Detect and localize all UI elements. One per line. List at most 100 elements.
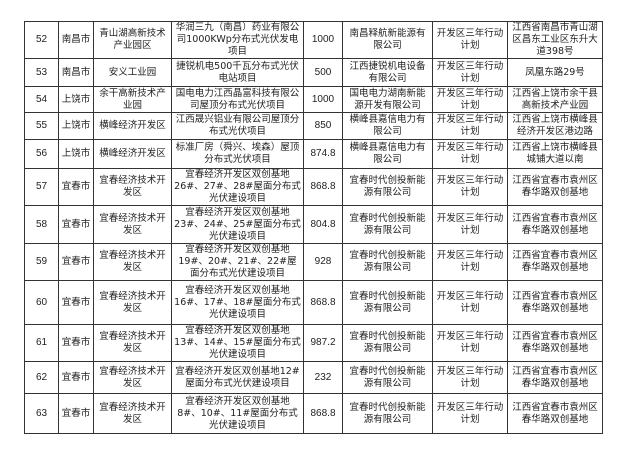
- cell-city: 宜春市: [58, 168, 94, 206]
- cell-category: 开发区三年行动计划: [432, 58, 508, 87]
- cell-company: 横峰县嘉信电力有限公司: [342, 112, 433, 140]
- cell-no: 61: [24, 324, 59, 362]
- cell-no: 59: [24, 243, 59, 281]
- cell-category: 开发区三年行动计划: [432, 393, 508, 434]
- cell-address: 江西省上饶市横峰县经济开发区港边路: [507, 112, 603, 140]
- cell-city: 宜春市: [58, 280, 94, 325]
- cell-address: 江西省宜春市袁州区春华路双创基地: [507, 205, 603, 244]
- cell-city: 南昌市: [58, 58, 94, 87]
- cell-city: 宜春市: [58, 205, 94, 244]
- cell-capacity: 804.8: [303, 205, 343, 244]
- cell-category: 开发区三年行动计划: [432, 361, 508, 394]
- cell-category: 开发区三年行动计划: [432, 86, 508, 113]
- cell-no: 58: [24, 205, 59, 244]
- table-row: 61 宜春市 宜春经济技术开发区 宜春经济开发区双创基地13#、14#、15#屋面分布…: [24, 324, 603, 362]
- cell-address: 江西省宜春市袁州区春华路双创基地: [507, 168, 603, 206]
- cell-category: 开发区三年行动计划: [432, 324, 508, 362]
- cell-address: 江西省上饶市余干县高新技术产业园: [507, 86, 603, 113]
- cell-park: 宜春经济技术开发区: [93, 280, 172, 325]
- cell-category: 开发区三年行动计划: [432, 21, 508, 59]
- table-row: 52 南昌市 青山湖高新技术产业园区 华润三九（南昌）药业有限公司1000KWp分布式…: [24, 21, 603, 59]
- cell-capacity: 874.8: [303, 139, 343, 169]
- cell-no: 53: [24, 58, 59, 87]
- table-row: 57 宜春市 宜春经济技术开发区 宜春经济开发区双创基地26#、27#、28#屋面分布…: [24, 168, 603, 206]
- cell-company: 宜春时代创投新能源有限公司: [342, 280, 433, 325]
- cell-category: 开发区三年行动计划: [432, 243, 508, 281]
- cell-address: 江西省南昌市青山湖区昌东工业区东升大道398号: [507, 21, 603, 59]
- cell-company: 江西捷锐机电设备有限公司: [342, 58, 433, 87]
- cell-project: 国电电力江西晶富科技有限公司屋顶分布式光伏项目: [171, 86, 304, 113]
- cell-address: 江西省上饶市横峰县城铺大道以南: [507, 139, 603, 169]
- cell-project: 捷锐机电500千瓦分布式光伏电站项目: [171, 58, 304, 87]
- cell-park: 余干高新技术产业园: [93, 86, 172, 113]
- cell-company: 横峰县嘉信电力有限公司: [342, 139, 433, 169]
- cell-project: 宜春经济开发区双创基地13#、14#、15#屋面分布式光伏建设项目: [171, 324, 304, 362]
- cell-company: 宜春时代创投新能源有限公司: [342, 205, 433, 244]
- cell-no: 54: [24, 86, 59, 113]
- cell-project: 标准厂房（舜兴、埃森）屋顶分布式光伏项目: [171, 139, 304, 169]
- cell-city: 南昌市: [58, 21, 94, 59]
- cell-capacity: 987.2: [303, 324, 343, 362]
- cell-city: 上饶市: [58, 86, 94, 113]
- cell-city: 宜春市: [58, 393, 94, 434]
- cell-city: 宜春市: [58, 324, 94, 362]
- cell-address: 江西省宜春市袁州区春华路双创基地: [507, 243, 603, 281]
- table-row: 53 南昌市 安义工业园 捷锐机电500千瓦分布式光伏电站项目 500 江西捷锐机电设备有…: [24, 58, 603, 87]
- table-row: 55 上饶市 横峰经济开发区 江西晟兴铝业有限公司屋顶分布式光伏项目 850 横峰县嘉信电…: [24, 112, 603, 140]
- cell-company: 宜春时代创投新能源有限公司: [342, 393, 433, 434]
- cell-park: 横峰经济开发区: [93, 139, 172, 169]
- cell-project: 华润三九（南昌）药业有限公司1000KWp分布式光伏发电项目: [171, 21, 304, 59]
- cell-address: 江西省宜春市袁州区春华路双创基地: [507, 324, 603, 362]
- cell-project: 江西晟兴铝业有限公司屋顶分布式光伏项目: [171, 112, 304, 140]
- cell-capacity: 500: [303, 58, 343, 87]
- cell-park: 宜春经济技术开发区: [93, 324, 172, 362]
- cell-capacity: 850: [303, 112, 343, 140]
- cell-city: 宜春市: [58, 361, 94, 394]
- cell-park: 宜春经济技术开发区: [93, 243, 172, 281]
- cell-address: 江西省宜春市袁州区春华路双创基地: [507, 361, 603, 394]
- cell-company: 宜春时代创投新能源有限公司: [342, 361, 433, 394]
- cell-company: 国电电力湖南新能源开发有限公司: [342, 86, 433, 113]
- cell-park: 宜春经济技术开发区: [93, 205, 172, 244]
- cell-company: 宜春时代创投新能源有限公司: [342, 243, 433, 281]
- cell-park: 安义工业园: [93, 58, 172, 87]
- cell-capacity: 1000: [303, 86, 343, 113]
- cell-category: 开发区三年行动计划: [432, 205, 508, 244]
- cell-park: 横峰经济开发区: [93, 112, 172, 140]
- cell-no: 60: [24, 280, 59, 325]
- cell-category: 开发区三年行动计划: [432, 112, 508, 140]
- cell-capacity: 868.8: [303, 168, 343, 206]
- cell-park: 青山湖高新技术产业园区: [93, 21, 172, 59]
- cell-no: 56: [24, 139, 59, 169]
- cell-city: 上饶市: [58, 112, 94, 140]
- cell-capacity: 232: [303, 361, 343, 394]
- cell-no: 55: [24, 112, 59, 140]
- cell-project: 宜春经济开发区双创基地12#屋面分布式光伏建设项目: [171, 361, 304, 394]
- cell-no: 57: [24, 168, 59, 206]
- cell-no: 62: [24, 361, 59, 394]
- cell-category: 开发区三年行动计划: [432, 280, 508, 325]
- cell-park: 宜春经济技术开发区: [93, 168, 172, 206]
- table-row: 58 宜春市 宜春经济技术开发区 宜春经济开发区双创基地23#、24#、25#屋面分布…: [24, 205, 603, 244]
- cell-address: 江西省宜春市袁州区春华路双创基地: [507, 393, 603, 434]
- table-row: 54 上饶市 余干高新技术产业园 国电电力江西晶富科技有限公司屋顶分布式光伏项目 100…: [24, 86, 603, 113]
- cell-company: 南昌释航新能源有限公司: [342, 21, 433, 59]
- table-row: 59 宜春市 宜春经济技术开发区 宜春经济开发区双创基地19#、20#、21#、22#…: [24, 243, 603, 281]
- cell-project: 宜春经济开发区双创基地16#、17#、18#屋面分布式光伏建设项目: [171, 280, 304, 325]
- cell-no: 52: [24, 21, 59, 59]
- cell-project: 宜春经济开发区双创基地19#、20#、21#、22#屋面分布式光伏建设项目: [171, 243, 304, 281]
- cell-capacity: 1000: [303, 21, 343, 59]
- cell-capacity: 868.8: [303, 393, 343, 434]
- cell-project: 宜春经济开发区双创基地26#、27#、28#屋面分布式光伏建设项目: [171, 168, 304, 206]
- cell-project: 宜春经济开发区双创基地8#、10#、11#屋面分布式光伏建设项目: [171, 393, 304, 434]
- cell-category: 开发区三年行动计划: [432, 168, 508, 206]
- project-table: 52 南昌市 青山湖高新技术产业园区 华润三九（南昌）药业有限公司1000KWp分布式…: [24, 21, 603, 434]
- cell-address: 凤凰东路29号: [507, 58, 603, 87]
- table-row: 56 上饶市 横峰经济开发区 标准厂房（舜兴、埃森）屋顶分布式光伏项目 874.8 横峰县…: [24, 139, 603, 169]
- table-row: 60 宜春市 宜春经济技术开发区 宜春经济开发区双创基地16#、17#、18#屋面分布…: [24, 280, 603, 325]
- cell-company: 宜春时代创投新能源有限公司: [342, 324, 433, 362]
- cell-capacity: 868.8: [303, 280, 343, 325]
- cell-company: 宜春时代创投新能源有限公司: [342, 168, 433, 206]
- cell-category: 开发区三年行动计划: [432, 139, 508, 169]
- cell-city: 宜春市: [58, 243, 94, 281]
